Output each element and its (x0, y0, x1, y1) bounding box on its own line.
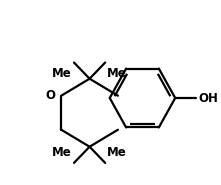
Text: Me: Me (107, 67, 127, 80)
Text: Me: Me (107, 146, 127, 159)
Text: O: O (46, 89, 55, 102)
Text: Me: Me (52, 67, 72, 80)
Text: OH: OH (198, 92, 218, 105)
Text: Me: Me (52, 146, 72, 159)
